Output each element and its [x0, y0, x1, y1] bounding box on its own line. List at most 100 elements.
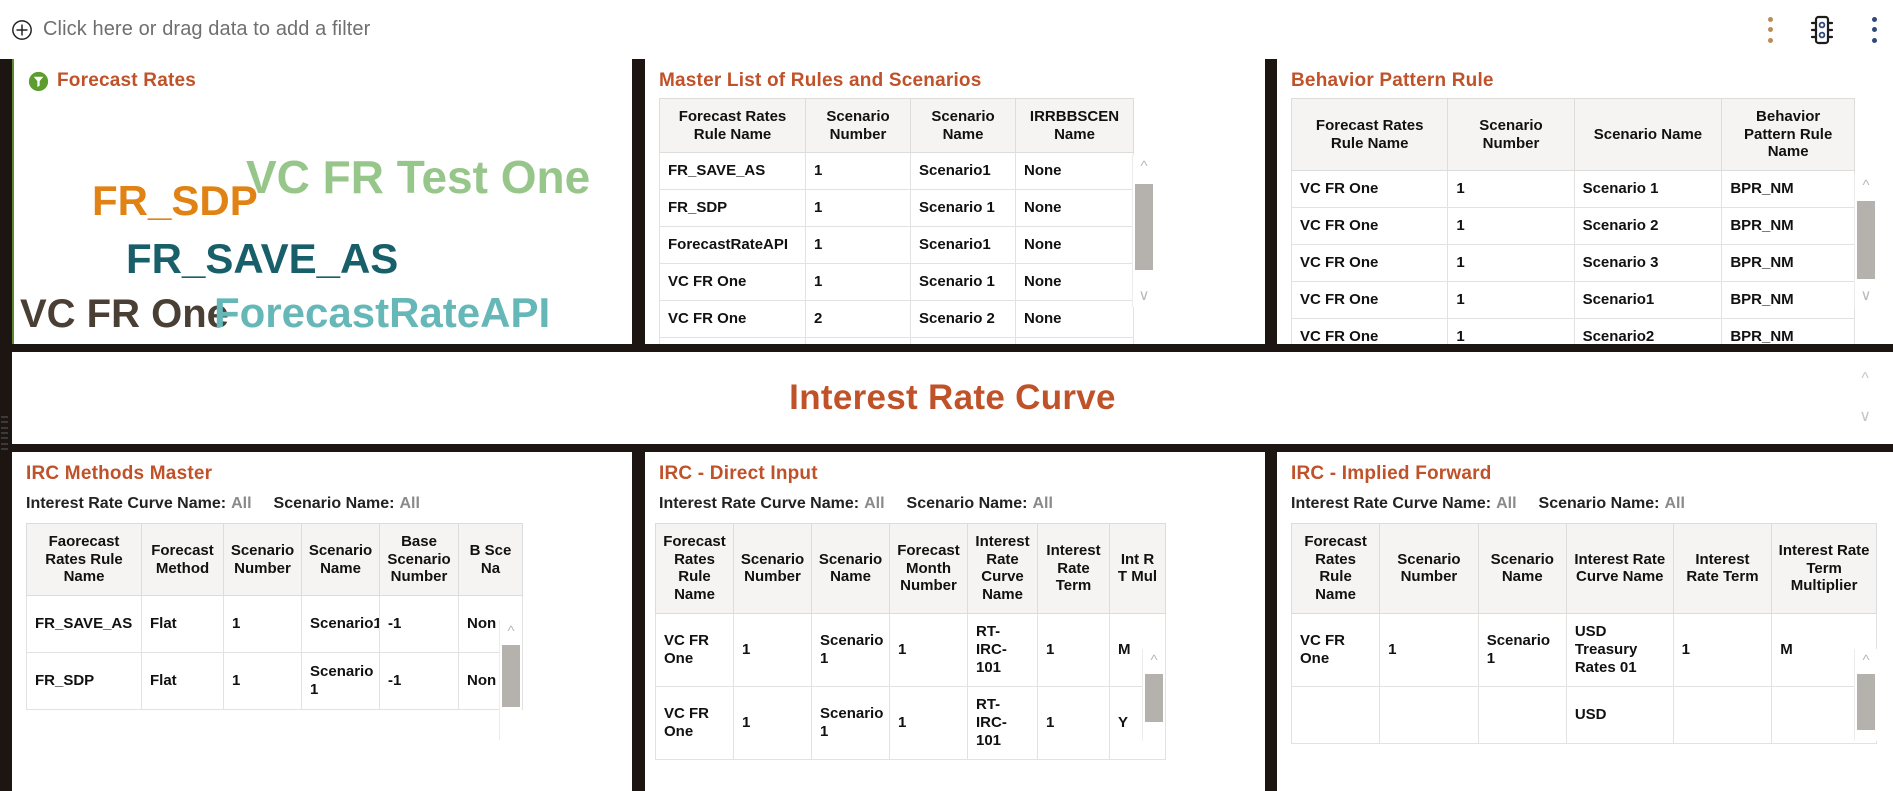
column-header[interactable]: Forecast Rates Rule Name	[659, 97, 806, 154]
filter-scenario-name[interactable]: Scenario Name: All	[1539, 495, 1685, 513]
filter-value[interactable]: All	[1032, 495, 1053, 512]
vertical-scrollbar[interactable]: ^	[1854, 649, 1877, 741]
cell: 1	[1037, 685, 1110, 760]
filter-scenario-name[interactable]: Scenario Name: All	[274, 495, 420, 513]
scroll-down-icon[interactable]: ∨	[1859, 408, 1871, 425]
column-header[interactable]: Interest Rate Term Multiplier	[1771, 523, 1877, 614]
word-cloud-term[interactable]: FR_SAVE_AS	[126, 235, 399, 282]
word-cloud-term[interactable]: ForecastRateAPI	[214, 289, 551, 336]
column-header[interactable]: Scenario Number	[1447, 97, 1575, 172]
cell: Non	[458, 595, 523, 654]
filter-value[interactable]: All	[399, 495, 420, 512]
scroll-track[interactable]	[1143, 672, 1165, 741]
scroll-thumb[interactable]	[1857, 674, 1875, 730]
cell: 1	[1447, 207, 1575, 246]
cell: VC FR One	[1290, 281, 1449, 320]
table-row[interactable]: VC FR One 1 Scenario 1 None	[659, 263, 1134, 302]
filter-interest-rate-curve-name[interactable]: Interest Rate Curve Name: All	[659, 495, 885, 513]
scroll-track[interactable]	[1133, 178, 1155, 284]
kebab-menu-icon[interactable]	[1871, 16, 1877, 43]
filter-interest-rate-curve-name[interactable]: Interest Rate Curve Name: All	[1291, 495, 1517, 513]
word-cloud-term[interactable]: VC FR Test One	[246, 151, 591, 203]
column-header[interactable]: Scenario Name	[811, 523, 890, 614]
column-header[interactable]: Scenario Name	[910, 97, 1016, 154]
column-header[interactable]: Scenario Name	[301, 522, 380, 597]
column-header[interactable]: Faorecast Rates Rule Name	[26, 522, 142, 597]
table-row[interactable]: VC FR One 1 Scenario 1 USD Treasury Rates 0…	[1290, 612, 1877, 687]
column-header[interactable]: Scenario Number	[1379, 523, 1479, 614]
scroll-up-icon[interactable]: ^	[1862, 652, 1870, 669]
scroll-down-icon[interactable]: ∨	[1138, 287, 1150, 304]
column-header[interactable]: Scenario Name	[1573, 97, 1723, 172]
scroll-thumb[interactable]	[502, 645, 520, 707]
banner-vertical-scroll[interactable]: ^ ∨	[1859, 371, 1871, 425]
scroll-thumb[interactable]	[1135, 184, 1153, 270]
vertical-scrollbar[interactable]: ^	[1142, 649, 1165, 741]
column-header[interactable]: Scenario Name	[1477, 523, 1567, 614]
column-header[interactable]: Forecast Rates Rule Name	[1290, 523, 1381, 614]
traffic-light-icon[interactable]	[1809, 15, 1835, 45]
add-circle-icon[interactable]	[11, 19, 33, 41]
scroll-thumb[interactable]	[1145, 674, 1163, 722]
filter-value[interactable]: All	[231, 495, 252, 512]
column-header[interactable]: Scenario Number	[805, 97, 911, 154]
column-header[interactable]: IRRBBSCEN Name	[1015, 97, 1134, 154]
scroll-up-icon[interactable]: ^	[1140, 158, 1148, 175]
filter-value[interactable]: All	[1664, 495, 1685, 512]
table-row[interactable]: FR_SAVE_AS Flat 1 Scenario1 -1 Non	[26, 595, 523, 654]
table-row[interactable]: VC FR One 1 Scenario1 BPR_NM	[1290, 281, 1855, 320]
table-row[interactable]: VC FR One 1 Scenario 1 1 RT-IRC-101 1 Y	[655, 685, 1166, 760]
table-row[interactable]: FR_SDP 1 Scenario 1 None	[659, 189, 1134, 228]
scroll-up-icon[interactable]: ^	[507, 623, 515, 640]
add-filter-control[interactable]: Click here or drag data to add a filter	[0, 18, 370, 41]
add-filter-label[interactable]: Click here or drag data to add a filter	[43, 18, 371, 40]
column-header[interactable]: Base Scenario Number	[379, 522, 459, 597]
scroll-up-icon[interactable]: ^	[1861, 370, 1869, 387]
word-cloud-term[interactable]: VC FR One	[20, 292, 229, 336]
table-row[interactable]: VC FR One 1 Scenario 1 BPR_NM	[1290, 170, 1855, 209]
column-header[interactable]: Behavior Pattern Rule Name	[1721, 97, 1855, 172]
word-cloud-term[interactable]: FR_SDP	[92, 177, 258, 224]
column-header[interactable]: B Sce Na	[458, 522, 523, 597]
column-header[interactable]: Scenario Number	[733, 523, 812, 614]
table-row[interactable]: VC FR One 1 Scenario 3 BPR_NM	[1290, 244, 1855, 283]
column-header[interactable]: Scenario Number	[223, 522, 302, 597]
column-header[interactable]: Forecast Rates Rule Name	[1290, 97, 1449, 172]
scroll-down-icon[interactable]: ∨	[1860, 287, 1872, 304]
vertical-scrollbar[interactable]: ^ ∨	[1854, 174, 1877, 307]
vertical-scrollbar[interactable]: ^ ∨	[1132, 155, 1155, 307]
filter-value[interactable]: All	[864, 495, 885, 512]
table-row[interactable]: VC FR One 1 Scenario 2 BPR_NM	[1290, 207, 1855, 246]
filter-scenario-name[interactable]: Scenario Name: All	[907, 495, 1053, 513]
cell: VC FR One	[659, 263, 806, 302]
column-header[interactable]: Forecast Month Number	[889, 523, 968, 614]
panel-filters-irc-implied: Interest Rate Curve Name: All Scenario Na…	[1277, 485, 1893, 519]
scroll-thumb[interactable]	[1857, 201, 1875, 279]
column-header[interactable]: Interest Rate Curve Name	[967, 523, 1038, 614]
table-row[interactable]: FR_SDP Flat 1 Scenario 1 -1 Non	[26, 652, 523, 711]
filter-interest-rate-curve-name[interactable]: Interest Rate Curve Name: All	[26, 495, 252, 513]
table-row[interactable]: FR_SAVE_AS 1 Scenario1 None	[659, 152, 1134, 191]
column-header[interactable]: Interest Rate Term	[1037, 523, 1110, 614]
kebab-menu-icon[interactable]	[1767, 16, 1773, 43]
dashboard-row-1: Forecast Rates FR_SDP VC FR Test One FR_…	[0, 59, 1893, 344]
vertical-scrollbar[interactable]: ^	[499, 620, 522, 740]
scroll-track[interactable]	[1855, 672, 1877, 741]
scroll-track[interactable]	[1855, 197, 1877, 284]
column-header[interactable]: Interest Rate Curve Name	[1565, 523, 1674, 614]
column-header[interactable]: Interest Rate Term	[1672, 523, 1773, 614]
scroll-track[interactable]	[500, 643, 522, 740]
table-row[interactable]: VC FR One 1 Scenario 1 1 RT-IRC-101 1 M	[655, 612, 1166, 687]
table-row[interactable]: VC FR One 2 Scenario 2 None	[659, 300, 1134, 339]
column-header[interactable]: Int R T Mul	[1109, 523, 1166, 614]
scroll-up-icon[interactable]: ^	[1150, 652, 1158, 669]
filter-value[interactable]: All	[1496, 495, 1517, 512]
table-row[interactable]: USD	[1290, 685, 1877, 744]
table-row[interactable]: VC FR One 1 Scenario2 BPR_NM	[1290, 318, 1855, 344]
column-header[interactable]: Forecast Method	[141, 522, 224, 597]
scroll-up-icon[interactable]: ^	[1862, 177, 1870, 194]
column-header[interactable]: Forecast Rates Rule Name	[655, 523, 734, 614]
table-row[interactable]: ForecastRateAPI 1 Scenario1 None	[659, 226, 1134, 265]
panel-drag-handle[interactable]	[1, 416, 8, 450]
